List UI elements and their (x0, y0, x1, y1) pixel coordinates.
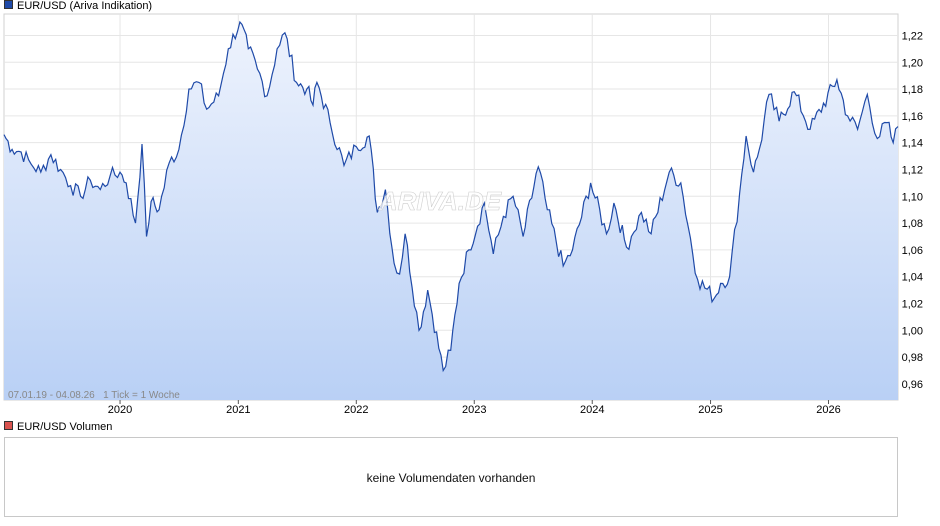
y-tick-label: 1,14 (902, 138, 923, 150)
y-tick-label: 1,12 (902, 164, 923, 176)
volume-panel: keine Volumendaten vorhanden (4, 437, 898, 517)
price-legend-label: EUR/USD (Ariva Indikation) (17, 0, 153, 12)
date-range-note: 07.01.19 - 04.08.26 1 Tick = 1 Woche (8, 390, 180, 401)
y-tick-label: 1,06 (902, 245, 923, 257)
x-tick-label: 2023 (462, 404, 486, 416)
y-tick-label: 1,08 (902, 218, 923, 230)
y-tick-label: 1,02 (902, 299, 923, 311)
price-area (4, 22, 898, 400)
y-tick-label: 1,16 (902, 111, 923, 123)
price-line (3, 20, 899, 373)
x-tick-label: 2025 (698, 404, 722, 416)
volume-legend-label: EUR/USD Volumen (17, 421, 113, 433)
y-tick-label: 1,00 (902, 325, 923, 337)
volume-legend: EUR/USD Volumen (4, 421, 112, 434)
x-tick-label: 2024 (580, 404, 604, 416)
y-tick-label: 1,04 (902, 272, 923, 284)
y-tick-label: 1,10 (902, 191, 923, 203)
x-tick-label: 2026 (816, 404, 840, 416)
price-legend: EUR/USD (Ariva Indikation) (4, 0, 152, 13)
y-tick-label: 0,98 (902, 352, 923, 364)
y-tick-label: 0,96 (902, 379, 923, 391)
volume-legend-swatch (4, 421, 13, 430)
x-tick-label: 2021 (226, 404, 250, 416)
watermark: ARIVA.DE (378, 186, 502, 216)
price-chart: ARIVA.DE 0,96 0,98 1,00 1,02 1,04 1,06 1,08 1,1… (3, 13, 923, 416)
y-axis-ticks: 0,96 0,98 1,00 1,02 1,04 1,06 1,08 1,10 1,12 1,14… (902, 30, 923, 390)
x-tick-label: 2022 (344, 404, 368, 416)
price-legend-swatch (4, 0, 13, 9)
x-tick-label: 2020 (108, 404, 132, 416)
y-tick-label: 1,22 (902, 30, 923, 42)
volume-empty-message: keine Volumendaten vorhanden (366, 471, 536, 485)
y-tick-label: 1,20 (902, 57, 923, 69)
y-tick-label: 1,18 (902, 84, 923, 96)
x-axis-ticks: 2020 2021 2022 2023 2024 2025 2026 (108, 400, 841, 416)
